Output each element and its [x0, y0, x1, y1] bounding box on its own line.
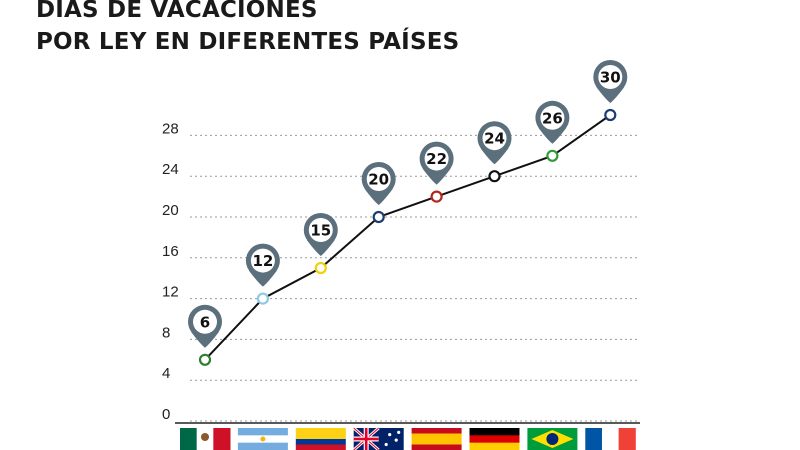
- data-label-4: 22: [426, 150, 447, 168]
- chart-title-line-1: DIAS DE VACACIONES: [36, 0, 318, 23]
- data-label-pin-4: 22: [419, 141, 454, 185]
- y-tick-label-16: 16: [162, 243, 179, 260]
- pin-inner: [308, 218, 333, 242]
- data-label-1: 12: [252, 252, 273, 270]
- data-label-0: 6: [200, 313, 210, 331]
- data-point-7: [604, 108, 617, 122]
- grid-lines: [175, 134, 640, 424]
- y-tick-label-20: 20: [162, 202, 179, 219]
- spain-flag: [411, 428, 462, 450]
- data-label-pin-1: 12: [245, 243, 280, 287]
- pin-inner: [540, 105, 565, 130]
- y-tick-label-4: 4: [162, 365, 170, 382]
- series-line: [204, 114, 611, 361]
- australia-flag: [352, 426, 404, 450]
- data-label-pin-6: 26: [535, 100, 570, 144]
- data-label-6: 26: [542, 109, 563, 127]
- y-tick-label-8: 8: [162, 324, 170, 341]
- data-label-2: 15: [310, 222, 331, 240]
- y-axis-ticks: 0 4 8 12 16 20 24 28: [162, 120, 179, 423]
- data-point-4: [430, 190, 443, 203]
- data-label-3: 20: [368, 171, 389, 189]
- data-point-6: [546, 149, 559, 162]
- data-label-5: 24: [484, 130, 505, 148]
- data-point-0: [198, 353, 212, 366]
- chart-title-line-2: POR LEY EN DIFERENTES PAÍSES: [36, 29, 460, 55]
- brazil-flag: [527, 428, 578, 450]
- data-label-pins: 6 12 15 20 22 24 26 30: [188, 60, 628, 348]
- argentina-flag: [237, 428, 288, 450]
- y-tick-label-28: 28: [162, 120, 179, 137]
- data-label-pin-5: 24: [477, 121, 512, 165]
- data-point-2: [314, 261, 327, 275]
- data-label-pin-3: 20: [361, 162, 396, 205]
- data-label-pin-2: 15: [303, 213, 338, 256]
- data-points: [198, 108, 617, 366]
- pin-inner: [482, 126, 507, 151]
- data-point-1: [256, 292, 269, 305]
- france-flag: [585, 428, 636, 450]
- data-label-pin-7: 30: [593, 60, 628, 103]
- mexico-flag: [180, 428, 231, 450]
- pin-inner: [193, 309, 217, 334]
- y-tick-label-0: 0: [162, 406, 170, 423]
- pin-inner: [366, 167, 391, 191]
- colombia-flag: [295, 428, 346, 450]
- germany-flag: [469, 428, 520, 450]
- data-label-7: 30: [600, 69, 621, 87]
- series-line-path: [204, 114, 611, 361]
- data-point-3: [372, 210, 385, 224]
- y-tick-label-12: 12: [162, 284, 179, 301]
- country-flags: [180, 426, 636, 450]
- pin-inner: [250, 248, 275, 273]
- chart-title: DIAS DE VACACIONES POR LEY EN DIFERENTES…: [36, 0, 459, 58]
- data-point-5: [488, 170, 501, 183]
- pin-inner: [424, 146, 449, 171]
- pin-inner: [598, 65, 623, 89]
- y-tick-label-24: 24: [162, 161, 179, 178]
- data-label-pin-0: 6: [188, 304, 222, 348]
